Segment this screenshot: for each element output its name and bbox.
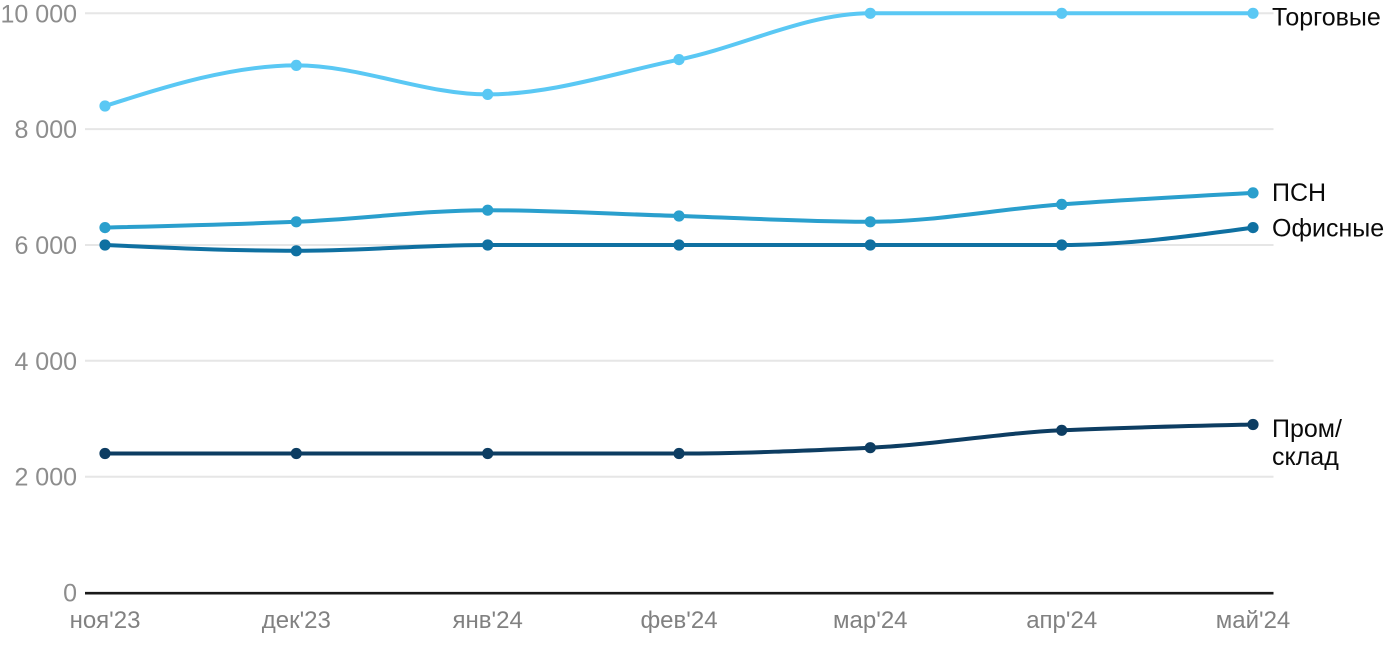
svg-text:6 000: 6 000	[14, 232, 77, 260]
svg-text:Офисные: Офисные	[1272, 215, 1384, 243]
svg-text:0: 0	[63, 580, 77, 608]
svg-text:май'24: май'24	[1216, 607, 1291, 634]
svg-text:10 000: 10 000	[1, 0, 77, 28]
svg-text:4 000: 4 000	[14, 348, 77, 376]
svg-text:2 000: 2 000	[14, 464, 77, 492]
svg-text:янв'24: янв'24	[453, 607, 523, 634]
svg-text:Пром/: Пром/	[1272, 415, 1342, 443]
svg-text:склад: склад	[1272, 443, 1339, 471]
svg-text:дек'23: дек'23	[262, 607, 331, 634]
svg-text:8 000: 8 000	[14, 116, 77, 144]
svg-text:ноя'23: ноя'23	[70, 607, 141, 634]
svg-text:апр'24: апр'24	[1026, 607, 1097, 634]
svg-text:фев'24: фев'24	[640, 607, 717, 634]
svg-text:ПСН: ПСН	[1272, 179, 1326, 207]
svg-text:мар'24: мар'24	[833, 607, 907, 634]
svg-text:Торговые: Торговые	[1272, 3, 1381, 31]
